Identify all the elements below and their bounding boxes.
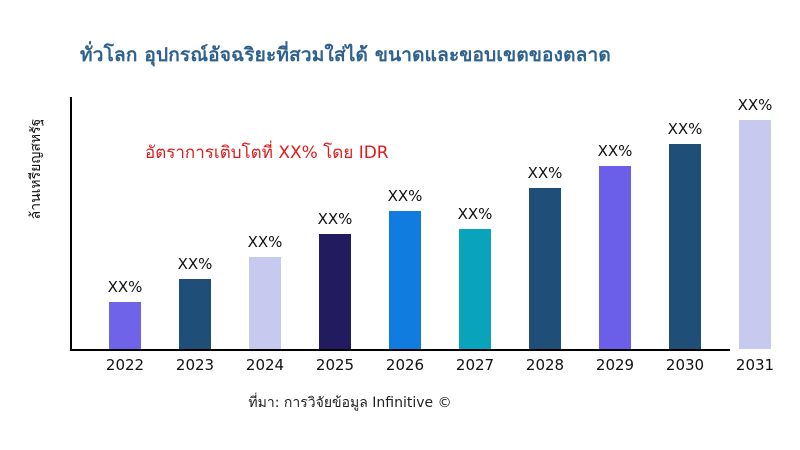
x-tick-2024: 2024 bbox=[245, 356, 285, 374]
bar-value-label-2022: XX% bbox=[107, 278, 143, 296]
x-tick-2026: 2026 bbox=[385, 356, 425, 374]
x-tick-2029: 2029 bbox=[595, 356, 635, 374]
x-tick-2025: 2025 bbox=[315, 356, 355, 374]
x-tick-2030: 2030 bbox=[665, 356, 705, 374]
x-tick-2023: 2023 bbox=[175, 356, 215, 374]
x-tick-2031: 2031 bbox=[735, 356, 775, 374]
source-caption: ที่มา: การวิจัยข้อมูล Infinitive © bbox=[248, 395, 452, 411]
chart-title: ทั่วโลก อุปกรณ์อัจฉริยะที่สวมใส่ได้ ขนาด… bbox=[80, 44, 611, 66]
bar-2022 bbox=[109, 302, 141, 349]
bar-2025 bbox=[319, 234, 351, 349]
y-axis bbox=[70, 97, 72, 351]
bar-value-label-2030: XX% bbox=[667, 120, 703, 138]
bar-value-label-2029: XX% bbox=[597, 142, 633, 160]
x-tick-2028: 2028 bbox=[525, 356, 565, 374]
bar-value-label-2027: XX% bbox=[457, 205, 493, 223]
bar-value-label-2024: XX% bbox=[247, 233, 283, 251]
bar-2026 bbox=[389, 211, 421, 349]
bar-value-label-2023: XX% bbox=[177, 255, 213, 273]
y-axis-label: ล้านเหรียญสหรัฐ bbox=[28, 118, 44, 220]
x-axis bbox=[70, 349, 730, 351]
bar-2031 bbox=[739, 120, 771, 349]
x-tick-2027: 2027 bbox=[455, 356, 495, 374]
bar-2024 bbox=[249, 257, 281, 349]
bar-2027 bbox=[459, 229, 491, 349]
x-tick-2022: 2022 bbox=[105, 356, 145, 374]
bar-2028 bbox=[529, 188, 561, 349]
growth-annotation: อัตราการเติบโตที่ XX% โดย IDR bbox=[145, 143, 389, 163]
bar-2029 bbox=[599, 166, 631, 349]
bar-value-label-2028: XX% bbox=[527, 164, 563, 182]
bar-value-label-2031: XX% bbox=[737, 96, 773, 114]
bar-value-label-2025: XX% bbox=[317, 210, 353, 228]
bar-value-label-2026: XX% bbox=[387, 187, 423, 205]
bar-2030 bbox=[669, 144, 701, 349]
bar-2023 bbox=[179, 279, 211, 349]
